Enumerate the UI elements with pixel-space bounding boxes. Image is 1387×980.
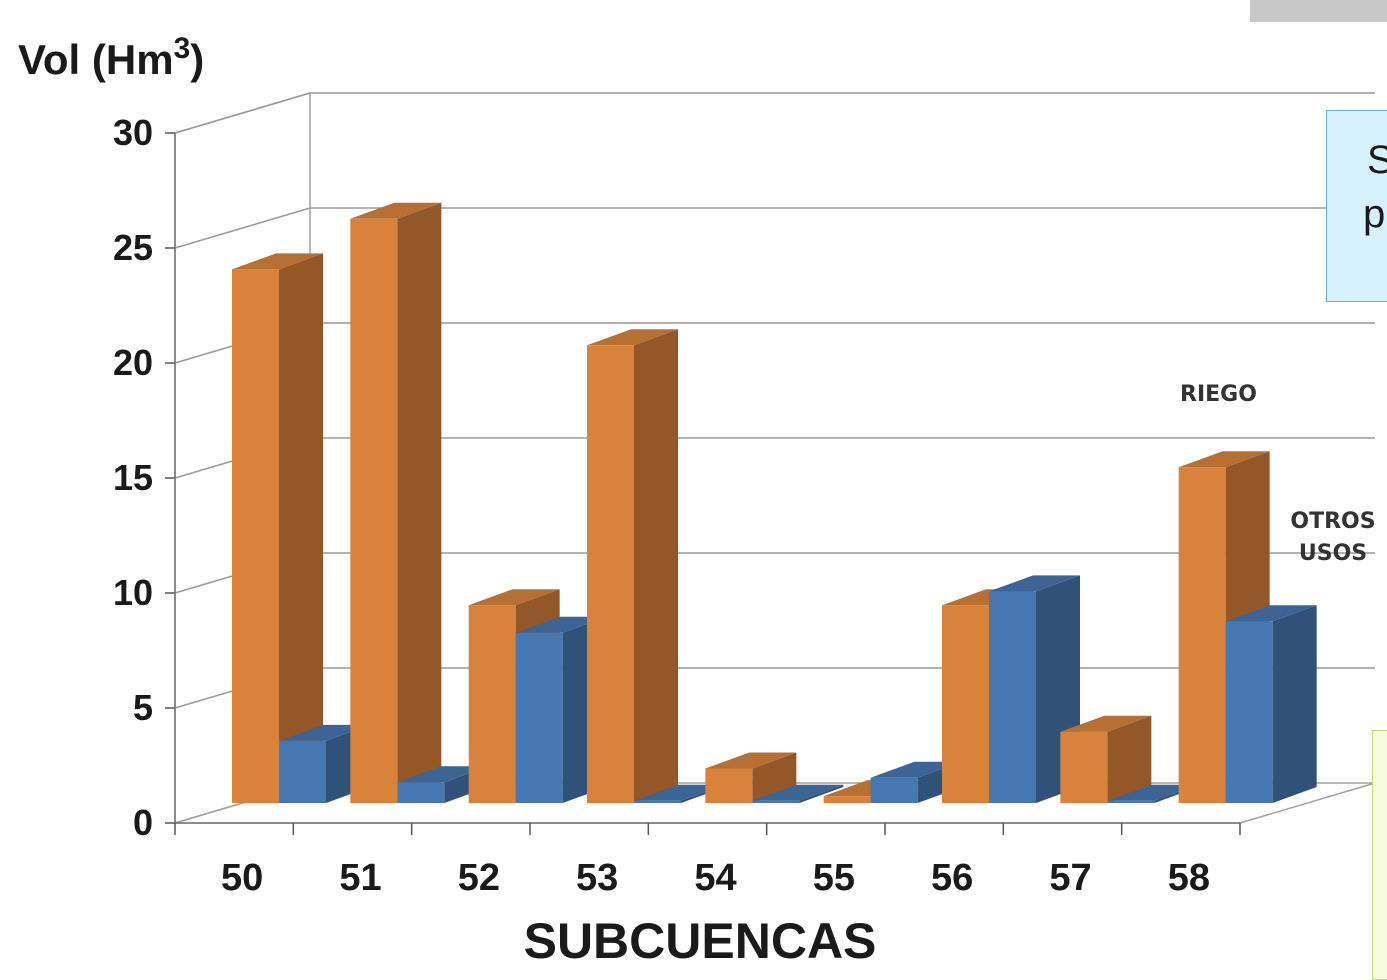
bar-top [1178, 451, 1270, 468]
x-tick-label: 53 [576, 857, 618, 899]
bar-front [515, 632, 563, 803]
y-tick-label: 15 [113, 457, 153, 498]
y-tick-label: 30 [113, 112, 153, 153]
legend-entry-riego: RIEGO [1180, 382, 1257, 407]
x-tick-label: 51 [339, 857, 381, 899]
bar-side [397, 202, 442, 804]
y-axis-label: Vol (Hm3) [18, 32, 204, 83]
x-axis-label: SUBCUENCAS [524, 913, 877, 968]
bar-side [634, 329, 678, 803]
bar-front [468, 605, 516, 803]
x-tick-label: 54 [694, 857, 736, 899]
bar-front [1178, 467, 1226, 803]
x-tick-label: 52 [458, 857, 500, 899]
bar-top [468, 589, 560, 606]
gridline [174, 207, 1375, 249]
y-tick-label: 0 [133, 802, 153, 843]
bar-riego-53 [587, 329, 678, 803]
bar-front [397, 782, 445, 803]
bar-top [515, 616, 607, 633]
bar-otros-usos-51 [397, 766, 489, 803]
legend-entry-otros-usos: OTROS USOS [1281, 506, 1385, 570]
bar-top [350, 202, 442, 219]
bar-top [232, 253, 323, 270]
callout-text-line-1: S [1327, 111, 1387, 187]
bar-front [1060, 731, 1108, 803]
x-tick-label: 50 [221, 857, 263, 899]
bar-riego-51 [350, 202, 442, 804]
bar-front [942, 605, 989, 803]
bar-top [279, 724, 370, 741]
callout-box-blue: S p [1326, 110, 1387, 302]
bar-front [705, 768, 753, 803]
x-tick-label: 56 [931, 857, 973, 899]
gridline [174, 92, 1375, 134]
bar-front [587, 345, 634, 803]
bar-side [279, 253, 323, 803]
bar-front [1225, 621, 1273, 803]
y-tick-label: 20 [113, 342, 153, 383]
bar-front [752, 800, 800, 803]
bar-front [989, 591, 1036, 803]
y-tick-label: 25 [113, 227, 153, 268]
bar-front [232, 269, 279, 803]
bar-top [870, 761, 962, 778]
bars [232, 202, 1317, 804]
bar-top [397, 766, 489, 783]
grey-tab [1250, 0, 1387, 22]
bar-otros-usos-54 [752, 784, 844, 803]
legend-label-riego: RIEGO [1180, 382, 1257, 407]
y-axis: 0 5 10 15 20 25 30 [113, 112, 176, 843]
callout-text-line-2: p [1363, 192, 1386, 236]
bar-front [279, 740, 326, 803]
bar-front [350, 218, 398, 804]
bar-top [1060, 715, 1152, 732]
bar-top [705, 752, 797, 769]
bar-top [752, 784, 844, 801]
y-tick-label: 10 [113, 572, 153, 613]
bar-side [1272, 605, 1317, 803]
x-axis: 50 51 52 53 54 55 56 57 58 [174, 822, 1241, 899]
bar-front [1107, 800, 1155, 803]
bar-front [634, 800, 681, 803]
x-tick-label: 57 [1049, 857, 1091, 899]
bar-riego-50 [232, 253, 323, 803]
legend-label-otros-usos: OTROS USOS [1290, 509, 1376, 566]
bar-side [799, 784, 844, 803]
bar-front [870, 777, 918, 803]
bar-otros-usos-58 [1225, 605, 1317, 803]
bar-top [587, 329, 678, 346]
bar-riego-57 [1060, 715, 1152, 803]
x-tick-label: 55 [813, 857, 855, 899]
bar-side [1107, 715, 1152, 803]
y-tick-label: 5 [133, 687, 153, 728]
bar-front [823, 796, 871, 803]
bar-top [634, 784, 725, 801]
bar-top [989, 575, 1080, 592]
x-tick-label: 58 [1168, 857, 1210, 899]
bar-top [1107, 784, 1199, 801]
bar-otros-usos-56 [989, 575, 1080, 803]
callout-box-green [1372, 730, 1387, 980]
bar-top [1225, 605, 1317, 622]
